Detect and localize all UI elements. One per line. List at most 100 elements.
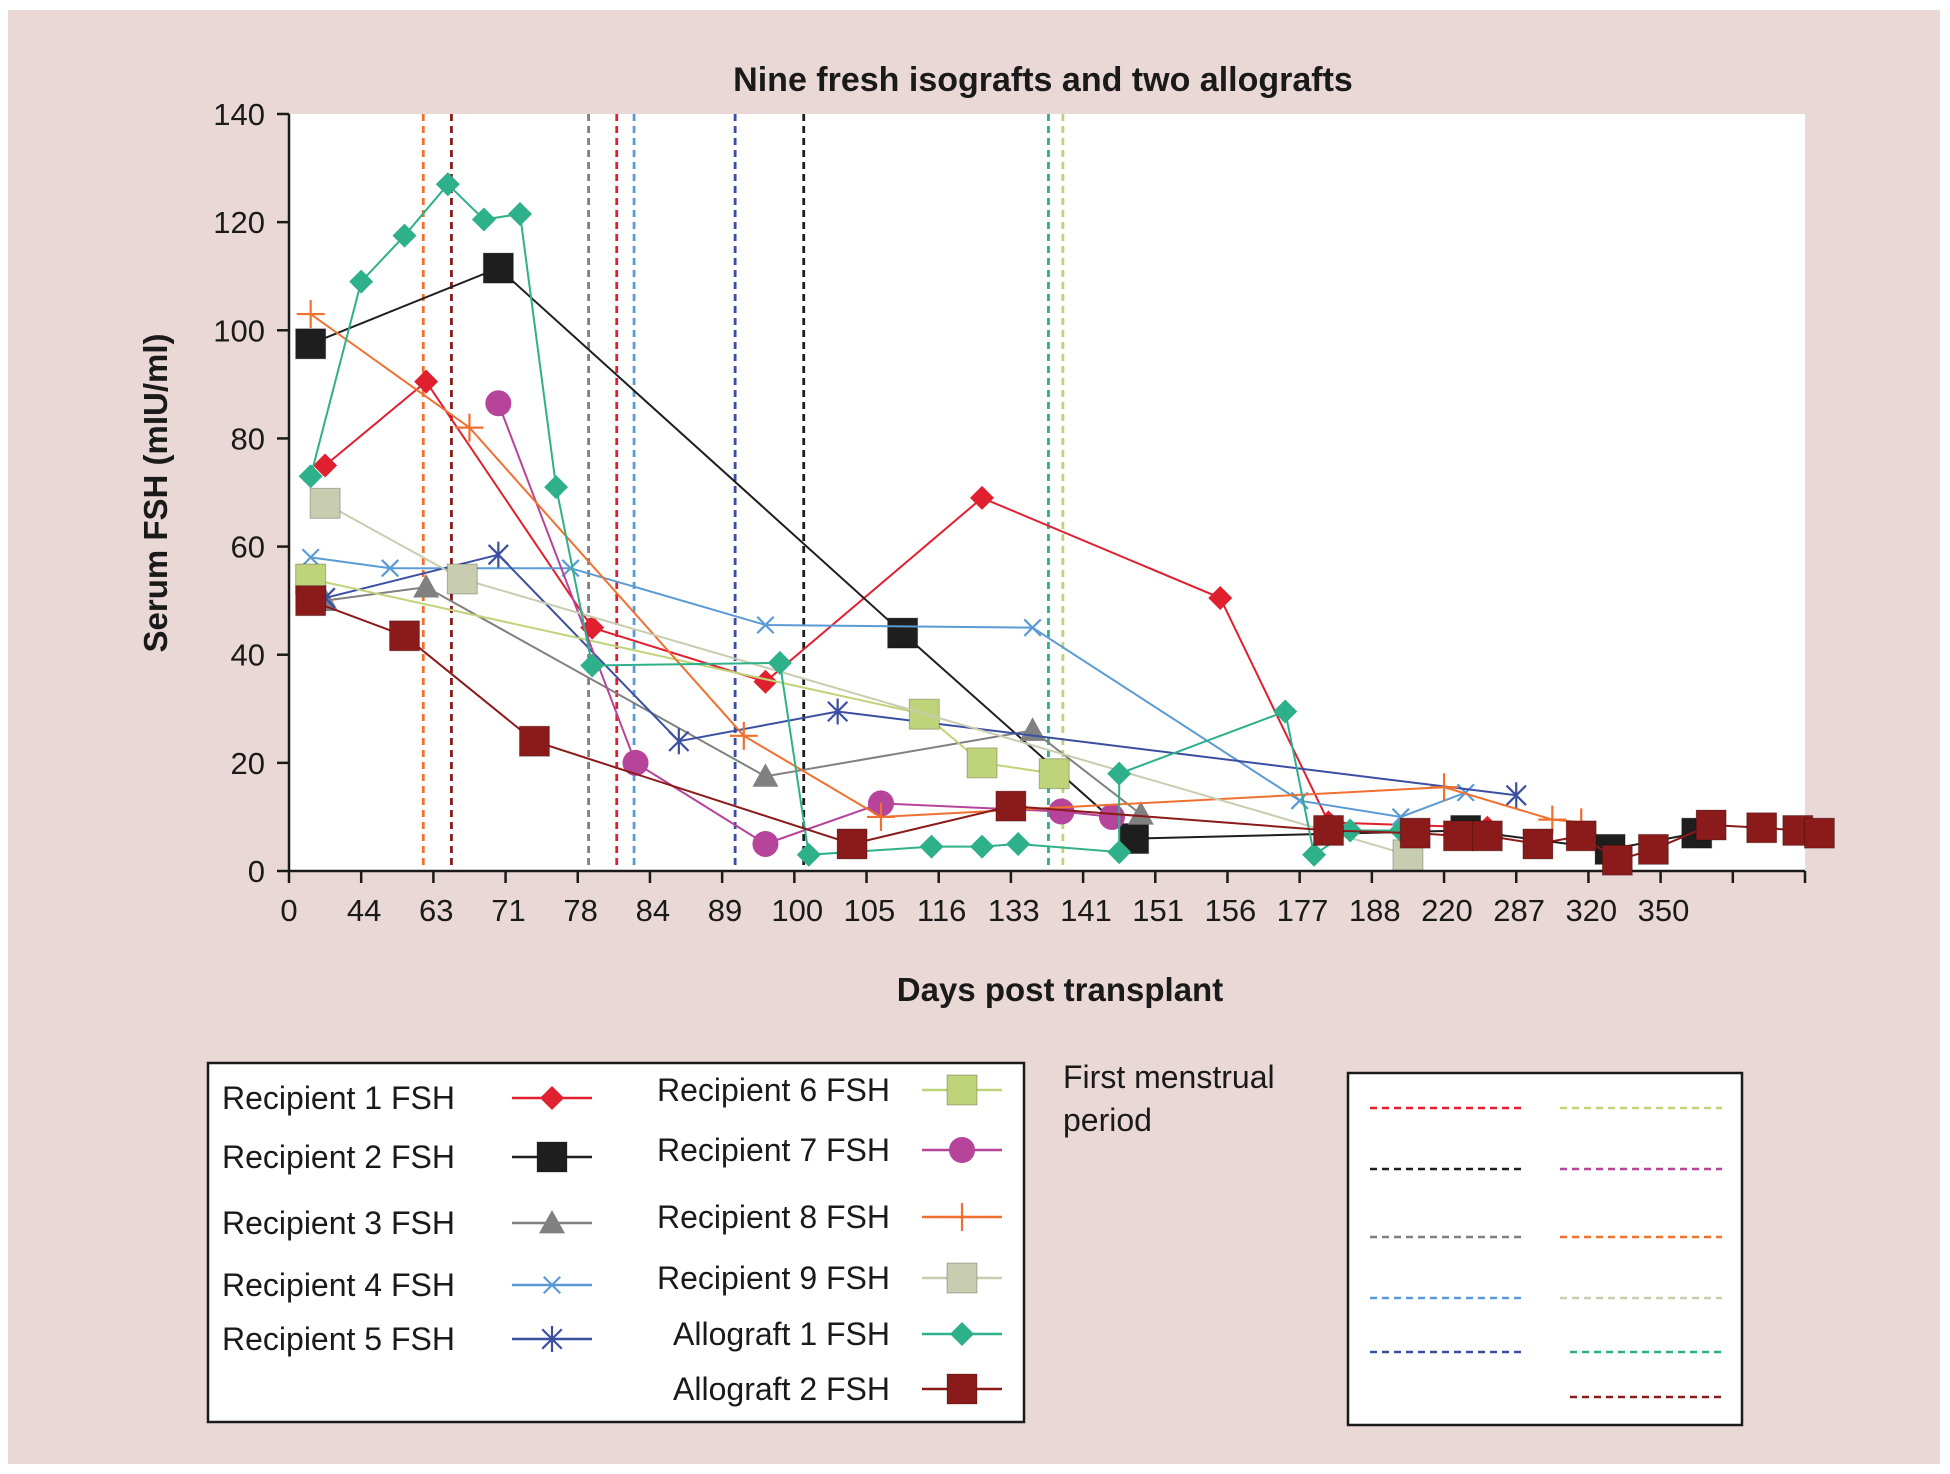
legend-item-marker bbox=[536, 1141, 568, 1173]
x-tick-label: 156 bbox=[1204, 893, 1256, 928]
data-point bbox=[1399, 817, 1431, 849]
x-tick-label: 350 bbox=[1638, 893, 1690, 928]
legend-item-label: Recipient 2 FSH bbox=[222, 1139, 455, 1175]
x-tick-label: 0 bbox=[280, 893, 297, 928]
legend-item-3: Recipient 4 FSH bbox=[222, 1267, 592, 1303]
legend-item-marker bbox=[948, 1203, 976, 1231]
legend-item-label: Recipient 1 FSH bbox=[222, 1080, 455, 1116]
data-point bbox=[455, 413, 484, 442]
legend-item-marker bbox=[542, 1275, 562, 1295]
data-point bbox=[1442, 820, 1474, 852]
data-point bbox=[919, 834, 944, 859]
x-tick-label: 188 bbox=[1349, 893, 1401, 928]
data-point bbox=[756, 615, 775, 635]
x-tick-label: 320 bbox=[1565, 893, 1617, 928]
legend-item-5: Recipient 6 FSH bbox=[657, 1072, 1002, 1108]
y-tick-label: 0 bbox=[248, 854, 265, 889]
data-point bbox=[970, 834, 995, 859]
legend-item-9: Allograft 1 FSH bbox=[673, 1316, 1002, 1352]
data-point bbox=[866, 802, 895, 831]
y-tick-label: 20 bbox=[231, 746, 265, 781]
data-point bbox=[970, 485, 995, 510]
y-tick-label: 40 bbox=[231, 638, 265, 673]
legend-item-marker bbox=[540, 1086, 564, 1110]
legend-item-4: Recipient 5 FSH bbox=[222, 1321, 592, 1357]
series-line bbox=[324, 380, 1488, 829]
data-point bbox=[1695, 809, 1727, 841]
data-point bbox=[301, 548, 320, 567]
x-tick-label: 116 bbox=[917, 893, 966, 928]
data-point bbox=[1565, 820, 1597, 852]
data-point bbox=[313, 453, 338, 478]
data-point bbox=[836, 828, 868, 860]
data-point bbox=[446, 563, 478, 595]
data-point bbox=[1006, 831, 1031, 856]
x-axis-title: Days post transplant bbox=[897, 971, 1223, 1008]
x-tick-label: 105 bbox=[844, 893, 896, 928]
data-point bbox=[1313, 814, 1345, 846]
data-point bbox=[752, 830, 779, 857]
data-point bbox=[518, 725, 550, 757]
x-tick-label: 220 bbox=[1421, 893, 1473, 928]
data-point bbox=[1430, 773, 1459, 802]
data-point bbox=[1208, 585, 1233, 610]
x-tick-label: 44 bbox=[347, 893, 381, 928]
data-point bbox=[389, 620, 421, 652]
legend-item-marker bbox=[539, 1210, 565, 1234]
x-tick-label: 71 bbox=[491, 893, 525, 928]
x-tick-label: 177 bbox=[1277, 893, 1329, 928]
series-9 bbox=[298, 172, 1413, 867]
data-point bbox=[1302, 842, 1327, 867]
legend-item-label: Recipient 4 FSH bbox=[222, 1267, 455, 1303]
x-tick-label: 133 bbox=[988, 893, 1040, 928]
data-point bbox=[796, 842, 821, 867]
data-point bbox=[580, 653, 605, 678]
y-tick-label: 80 bbox=[231, 421, 265, 456]
legend-item-label: Recipient 9 FSH bbox=[657, 1260, 890, 1296]
legend-item-0: Recipient 1 FSH bbox=[222, 1080, 592, 1116]
x-tick-label: 63 bbox=[419, 893, 453, 928]
data-point bbox=[381, 559, 400, 578]
data-point bbox=[561, 559, 580, 578]
data-point bbox=[729, 721, 758, 750]
data-point bbox=[1803, 817, 1835, 849]
data-point bbox=[767, 650, 792, 675]
data-point bbox=[309, 487, 341, 519]
legend-item-marker bbox=[946, 1074, 978, 1106]
data-point bbox=[1522, 828, 1554, 860]
data-point bbox=[1456, 783, 1475, 802]
data-point bbox=[296, 300, 325, 329]
legend-item-8: Recipient 9 FSH bbox=[657, 1260, 1002, 1296]
legend-item-10: Allograft 2 FSH bbox=[673, 1371, 1002, 1407]
x-tick-label: 89 bbox=[708, 893, 742, 928]
data-point bbox=[485, 390, 512, 417]
series-8 bbox=[309, 487, 1424, 871]
data-point bbox=[1038, 758, 1070, 790]
data-point bbox=[349, 269, 374, 294]
x-tick-label: 151 bbox=[1132, 893, 1184, 928]
y-tick-label: 140 bbox=[213, 97, 265, 132]
y-tick-label: 60 bbox=[231, 530, 265, 565]
x-tick-label: 84 bbox=[636, 893, 670, 928]
plot-area bbox=[289, 114, 1805, 871]
x-tick-label: 141 bbox=[1060, 893, 1112, 928]
legend-item-marker bbox=[946, 1262, 978, 1294]
data-point bbox=[1023, 618, 1042, 637]
data-point bbox=[1107, 840, 1132, 865]
legend-item-label: Recipient 7 FSH bbox=[657, 1132, 890, 1168]
data-point bbox=[752, 763, 779, 787]
data-point bbox=[392, 223, 417, 248]
data-point bbox=[1048, 798, 1075, 825]
data-point bbox=[887, 617, 919, 649]
data-point bbox=[966, 747, 998, 779]
legend-item-marker bbox=[949, 1137, 975, 1163]
data-point bbox=[1107, 761, 1132, 786]
legend-item-label: Recipient 6 FSH bbox=[657, 1072, 890, 1108]
data-point bbox=[544, 475, 569, 500]
menstrual-legend-title-line1: First menstrual bbox=[1063, 1059, 1275, 1095]
data-point bbox=[1746, 812, 1778, 844]
data-point bbox=[435, 172, 460, 197]
legend-item-marker bbox=[541, 1326, 563, 1352]
series-legend-box bbox=[206, 1061, 1026, 1424]
